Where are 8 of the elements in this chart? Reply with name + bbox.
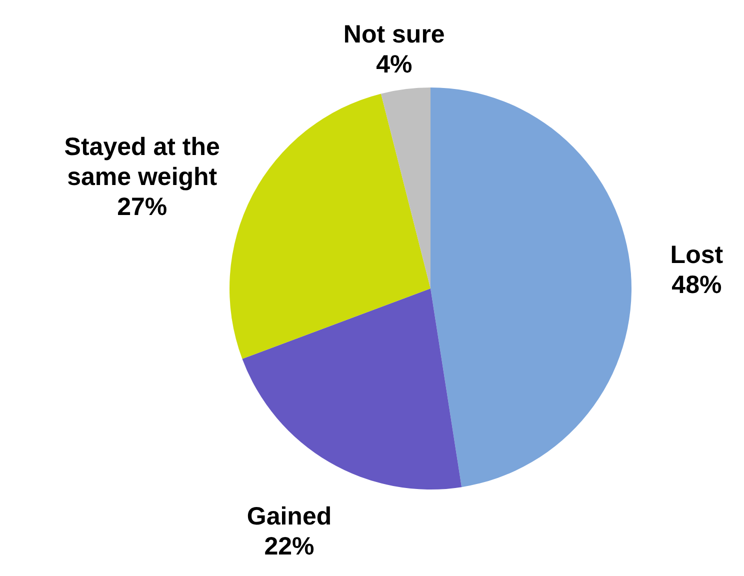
slice-label: Not sure: [343, 20, 445, 48]
slice-label: Stayed at the same weight: [64, 132, 220, 191]
data-label: 4%: [376, 50, 412, 78]
data-label: 27%: [117, 192, 168, 221]
slice-label: Gained: [246, 502, 332, 531]
data-label: 48%: [672, 270, 722, 299]
data-label: 22%: [264, 532, 314, 561]
slice-label: Lost: [670, 240, 724, 269]
